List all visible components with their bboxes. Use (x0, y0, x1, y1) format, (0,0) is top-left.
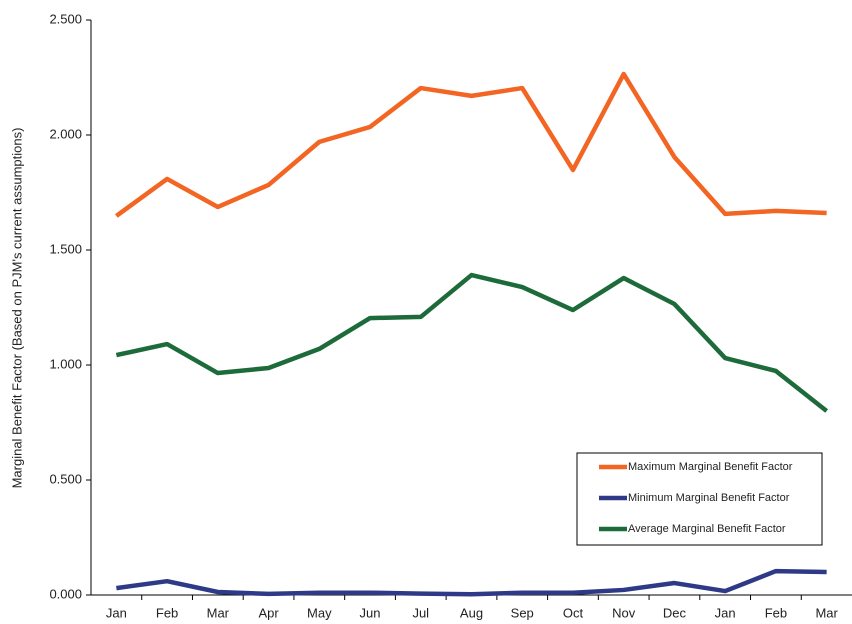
legend-label: Average Marginal Benefit Factor (628, 523, 786, 535)
y-axis-label: Marginal Benefit Factor (Based on PJM's … (9, 128, 24, 489)
legend-label: Maximum Marginal Benefit Factor (628, 461, 793, 473)
series-line (116, 568, 827, 597)
x-tick-label: May (307, 605, 332, 620)
x-tick-label: Feb (765, 605, 787, 620)
x-tick-label: Oct (563, 605, 584, 620)
x-tick-label: Aug (460, 605, 483, 620)
x-tick-label: Dec (663, 605, 687, 620)
y-tick-label: 2.500 (49, 11, 82, 26)
x-tick-label: Apr (258, 605, 279, 620)
legend-label: Minimum Marginal Benefit Factor (628, 492, 790, 504)
y-tick-label: 1.000 (49, 356, 82, 371)
x-tick-label: Jul (412, 605, 429, 620)
y-tick-label: 0.500 (49, 471, 82, 486)
y-tick-label: 0.000 (49, 586, 82, 601)
x-tick-label: Feb (156, 605, 178, 620)
x-tick-label: Jun (360, 605, 381, 620)
x-tick-label: Mar (815, 605, 838, 620)
x-tick-label: Jan (715, 605, 736, 620)
x-tick-label: Sep (511, 605, 534, 620)
x-tick-label: Mar (207, 605, 230, 620)
y-tick-label: 1.500 (49, 241, 82, 256)
series-line (115, 272, 829, 413)
y-tick-label: 2.000 (49, 126, 82, 141)
x-tick-label: Jan (106, 605, 127, 620)
x-tick-label: Nov (612, 605, 636, 620)
series-line (115, 71, 827, 218)
